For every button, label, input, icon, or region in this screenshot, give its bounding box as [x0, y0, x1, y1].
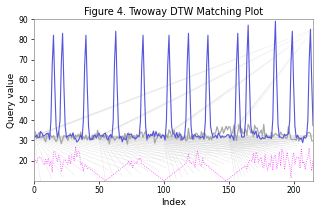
X-axis label: Index: Index — [161, 198, 186, 207]
Y-axis label: Query value: Query value — [7, 72, 16, 128]
Title: Figure 4. Twoway DTW Matching Plot: Figure 4. Twoway DTW Matching Plot — [84, 7, 263, 17]
